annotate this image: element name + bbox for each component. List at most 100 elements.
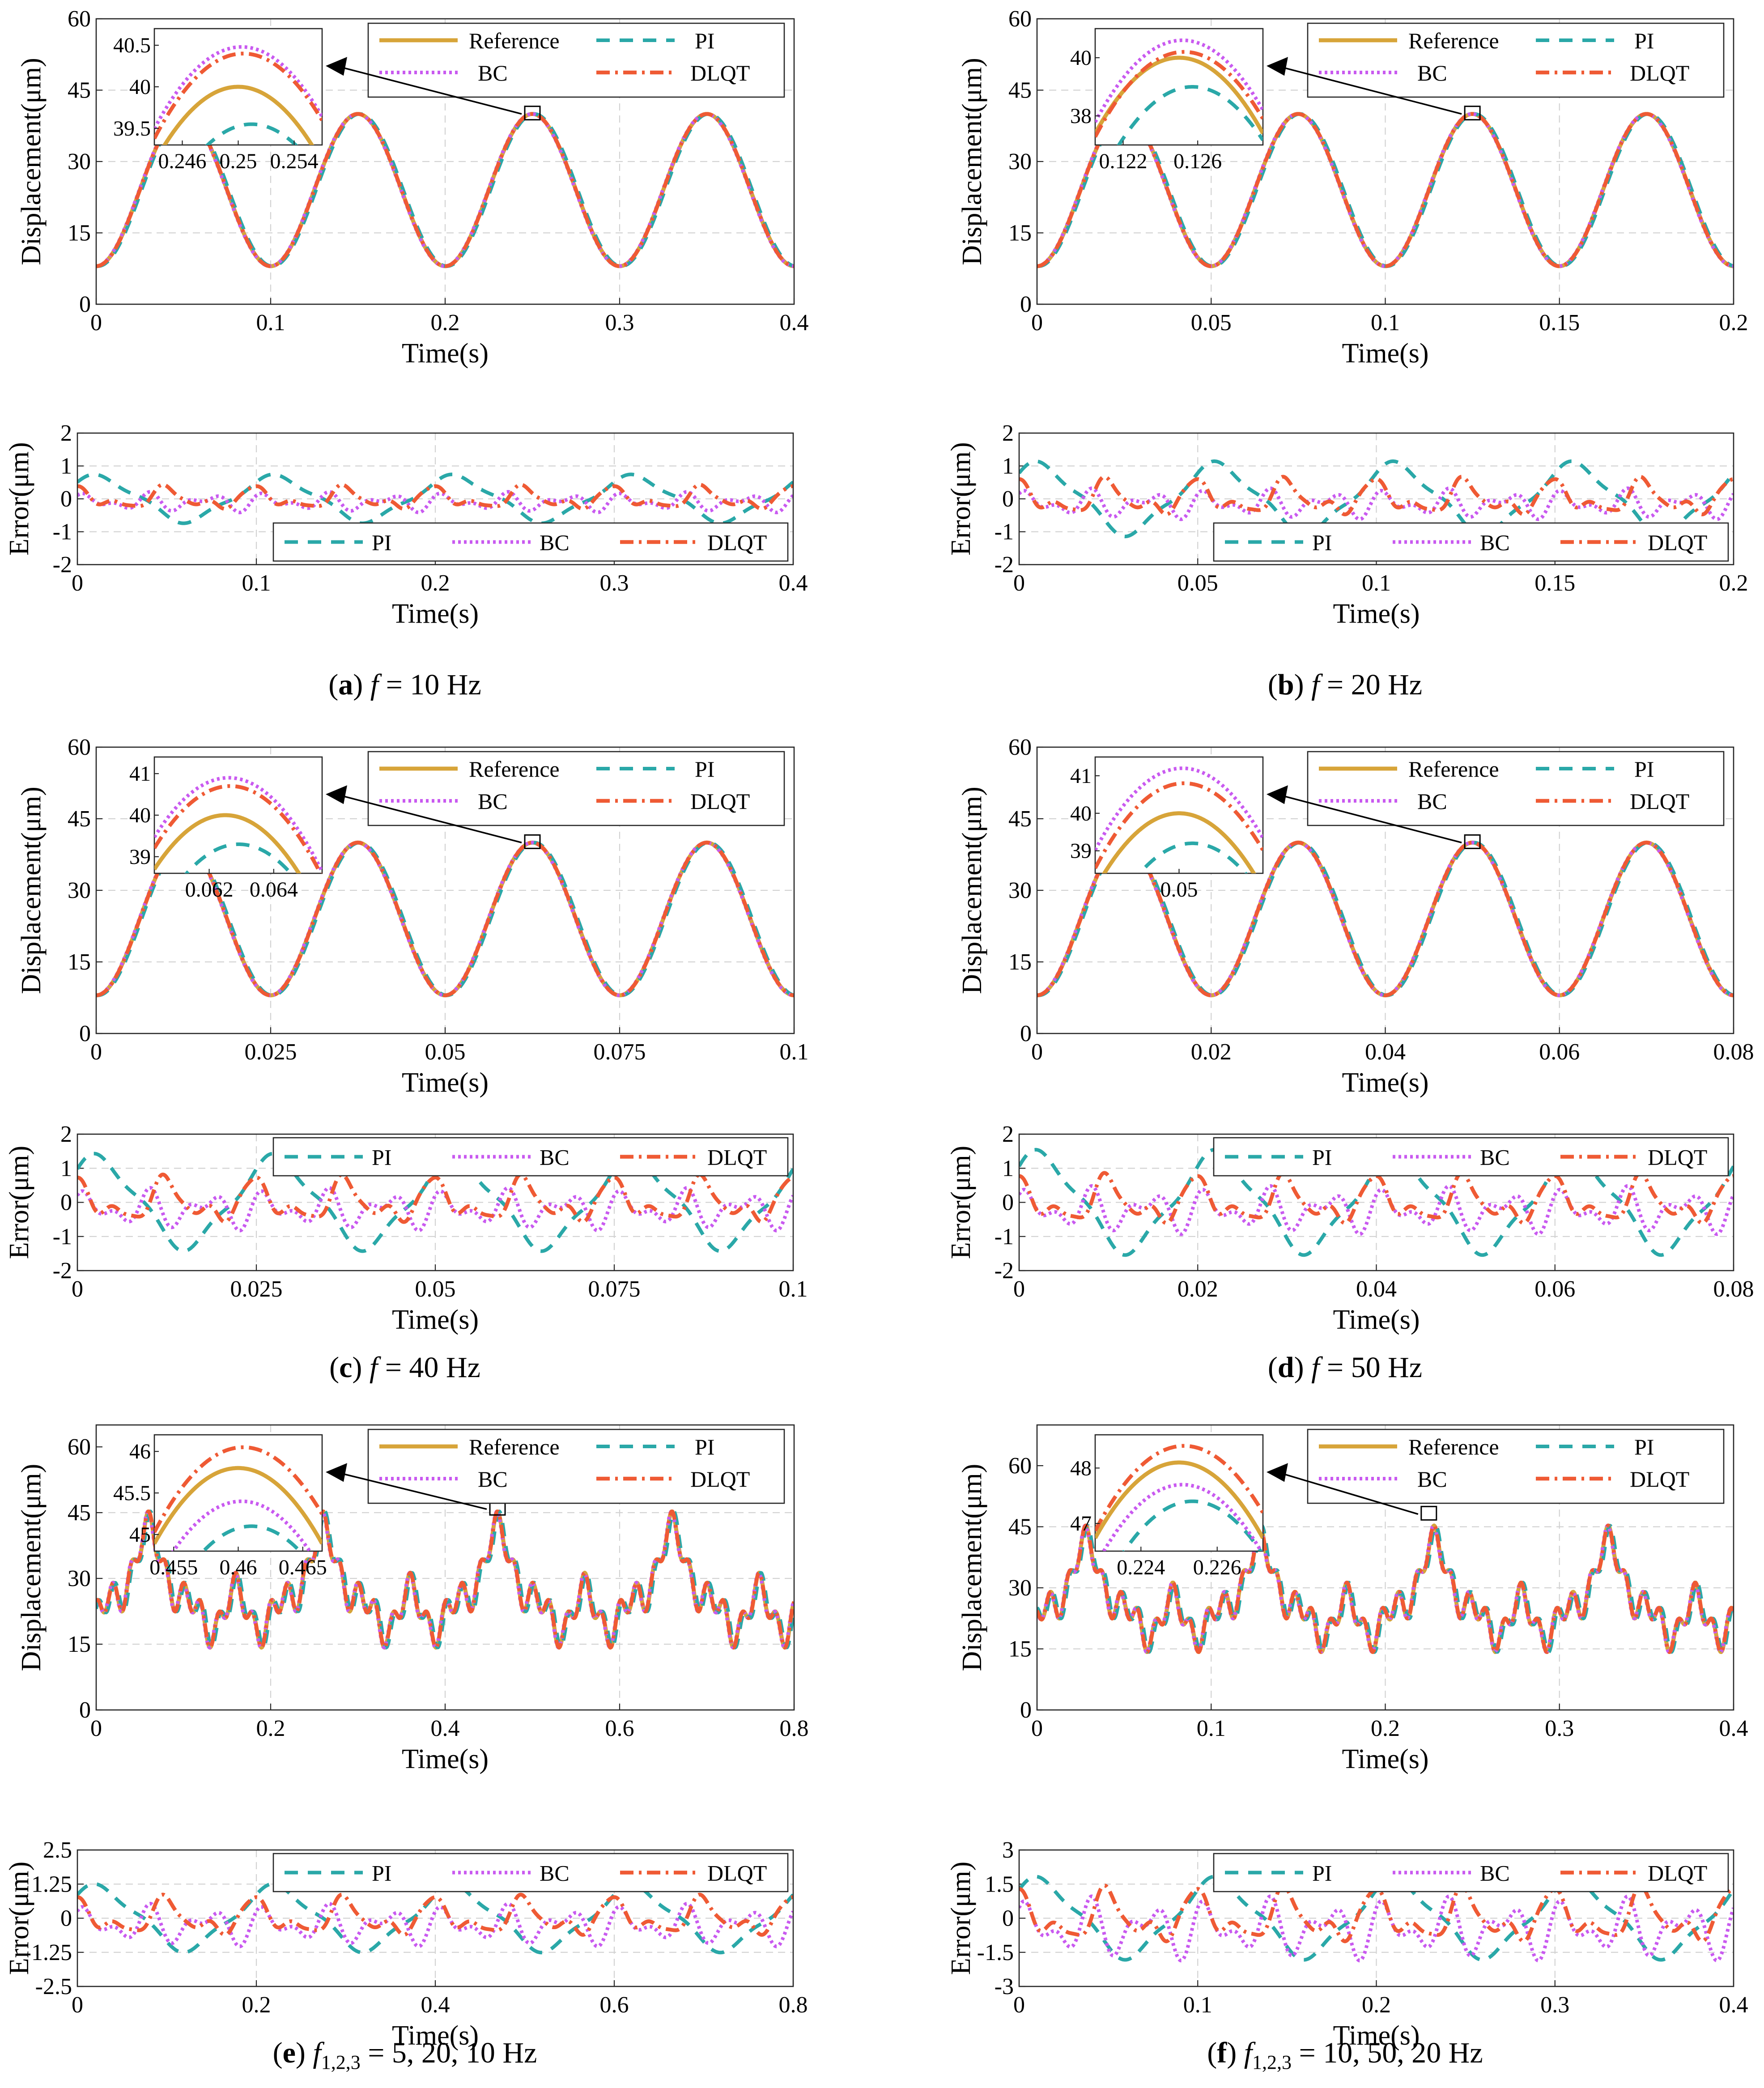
error-ytick-label: 0 xyxy=(1002,486,1014,512)
chart-panel-e: 0 0.2 0.4 0.6 0.8 0 15 30 45 60 Time(s) Displacemen… xyxy=(4,1424,809,2073)
main-y-axis-label: Displacement(μm) xyxy=(957,1464,987,1671)
inset-xtick-label: 0.465 xyxy=(279,1556,327,1579)
error-xtick-label: 0.1 xyxy=(242,570,271,596)
inset-ytick-label: 40 xyxy=(1070,802,1092,825)
error-ytick-label: 3 xyxy=(1002,1837,1014,1863)
inset-ytick-label: 39 xyxy=(1070,839,1092,863)
series-dlqt xyxy=(1037,841,1734,997)
error-legend-label-dlqt: DLQT xyxy=(1648,1145,1707,1170)
error-xtick-label: 0.4 xyxy=(779,570,808,596)
main-legend xyxy=(367,22,785,98)
error-y-axis-label: Error(μm) xyxy=(4,1862,34,1975)
main-xtick-label: 0.6 xyxy=(605,1716,634,1741)
error-legend-label-bc: BC xyxy=(1480,1861,1510,1886)
error-ytick-label: 1.5 xyxy=(985,1871,1014,1897)
caption-subscript: 1,2,3 xyxy=(321,2051,361,2073)
main-y-axis-label: Displacement(μm) xyxy=(957,58,987,265)
series-dlqt xyxy=(96,841,794,997)
legend-label-reference: Reference xyxy=(1408,757,1499,782)
series-dlqt xyxy=(96,112,794,268)
caption-space xyxy=(1304,668,1312,701)
legend-label-dlqt: DLQT xyxy=(1630,789,1689,814)
error-ytick-label: -1.25 xyxy=(24,1940,72,1965)
error-plot-frame xyxy=(77,432,794,566)
main-xtick-label: 0.2 xyxy=(431,310,460,336)
inset-xtick-label: 0.122 xyxy=(1099,149,1148,173)
caption-label: f xyxy=(1217,2037,1227,2069)
main-xtick-label: 0.15 xyxy=(1539,310,1580,336)
legend-label-dlqt: DLQT xyxy=(690,789,750,814)
error-ytick-label: 1 xyxy=(1002,1156,1014,1181)
main-legend xyxy=(1307,22,1725,98)
caption-rest: = 5, 20, 10 Hz xyxy=(361,2037,537,2069)
error-series-bc xyxy=(1019,1184,1734,1236)
caption-space xyxy=(1304,1351,1312,1384)
main-xtick-label: 0.4 xyxy=(431,1716,460,1741)
main-xtick-label: 0.04 xyxy=(1365,1039,1406,1065)
series-dlqt xyxy=(96,1510,794,1650)
error-xtick-label: 0.4 xyxy=(1719,1992,1748,2018)
main-legend xyxy=(367,751,785,826)
caption: (f) f1,2,3 = 10, 50, 20 Hz xyxy=(1207,2037,1483,2073)
error-ytick-label: -1 xyxy=(53,1224,72,1250)
legend-label-bc: BC xyxy=(478,1467,508,1492)
main-ytick-label: 30 xyxy=(68,878,91,903)
caption: (e) f1,2,3 = 5, 20, 10 Hz xyxy=(273,2037,537,2073)
error-xtick-label: 0.15 xyxy=(1534,570,1575,596)
legend-label-reference: Reference xyxy=(469,28,560,53)
zoom-arrow-head xyxy=(326,785,347,804)
caption-open: ( xyxy=(1268,1351,1278,1384)
error-xtick-label: 0.2 xyxy=(1719,570,1748,596)
main-x-axis-label: Time(s) xyxy=(1342,1744,1428,1774)
error-legend-label-pi: PI xyxy=(1312,1861,1332,1886)
inset-xtick-label: 0.226 xyxy=(1193,1556,1241,1579)
inset-series-dlqt xyxy=(154,784,322,873)
inset-series-group xyxy=(1095,766,1263,873)
inset-series-bc xyxy=(154,776,322,872)
zoom-region-marker xyxy=(1464,106,1481,121)
error-ytick-label: -1 xyxy=(53,519,72,545)
main-ytick-label: 0 xyxy=(1020,292,1032,317)
main-xtick-label: 0.05 xyxy=(1191,310,1232,336)
caption-close: ) xyxy=(296,2037,306,2069)
error-xtick-label: 0.02 xyxy=(1177,1276,1218,1302)
caption-subscript: 1,2,3 xyxy=(1252,2051,1292,2073)
inset-ytick-label: 48 xyxy=(1070,1456,1092,1480)
main-plot-frame xyxy=(1036,746,1734,1034)
inset-xtick-label: 0.05 xyxy=(1160,878,1198,902)
error-ytick-label: 0 xyxy=(1002,1906,1014,1931)
error-xtick-label: 0.08 xyxy=(1713,1276,1754,1302)
legend-label-bc: BC xyxy=(1417,1467,1447,1492)
zoom-arrow-head xyxy=(326,1463,347,1482)
inset-series-group xyxy=(1095,1444,1263,1551)
inset-series-group xyxy=(154,776,322,873)
error-plot-frame xyxy=(1018,1849,1734,1987)
error-series-group xyxy=(1019,459,1734,539)
caption-space xyxy=(363,668,370,701)
error-xtick-label: 0.2 xyxy=(1362,1992,1391,2018)
error-x-axis-label: Time(s) xyxy=(392,1305,479,1335)
main-series-group xyxy=(1037,840,1734,998)
error-ytick-label: -1 xyxy=(995,1224,1014,1250)
caption-open: ( xyxy=(273,2037,283,2069)
caption-open: ( xyxy=(1207,2037,1217,2069)
error-xtick-label: 0.3 xyxy=(600,570,629,596)
main-xtick-label: 0.3 xyxy=(605,310,634,336)
main-xtick-label: 0 xyxy=(1031,1716,1043,1741)
inset-ytick-label: 40 xyxy=(129,804,151,827)
zoom-region-marker xyxy=(1464,834,1481,849)
error-legend-label-dlqt: DLQT xyxy=(707,1861,767,1886)
legend-label-dlqt: DLQT xyxy=(690,1467,750,1492)
zoom-region-marker xyxy=(524,106,541,121)
zoom-arrow-head xyxy=(1267,1463,1288,1482)
main-xtick-label: 0.05 xyxy=(425,1039,466,1065)
error-ytick-label: -2 xyxy=(53,1258,72,1284)
error-plot-frame xyxy=(77,1133,794,1272)
error-xtick-label: 0 xyxy=(72,570,83,596)
caption-label: a xyxy=(338,668,353,701)
error-y-axis-label: Error(μm) xyxy=(4,1146,34,1259)
main-ytick-label: 0 xyxy=(1020,1697,1032,1723)
main-plot-frame xyxy=(95,18,795,305)
error-ytick-label: 0 xyxy=(1002,1190,1014,1216)
legend-label-reference: Reference xyxy=(1408,1434,1499,1459)
